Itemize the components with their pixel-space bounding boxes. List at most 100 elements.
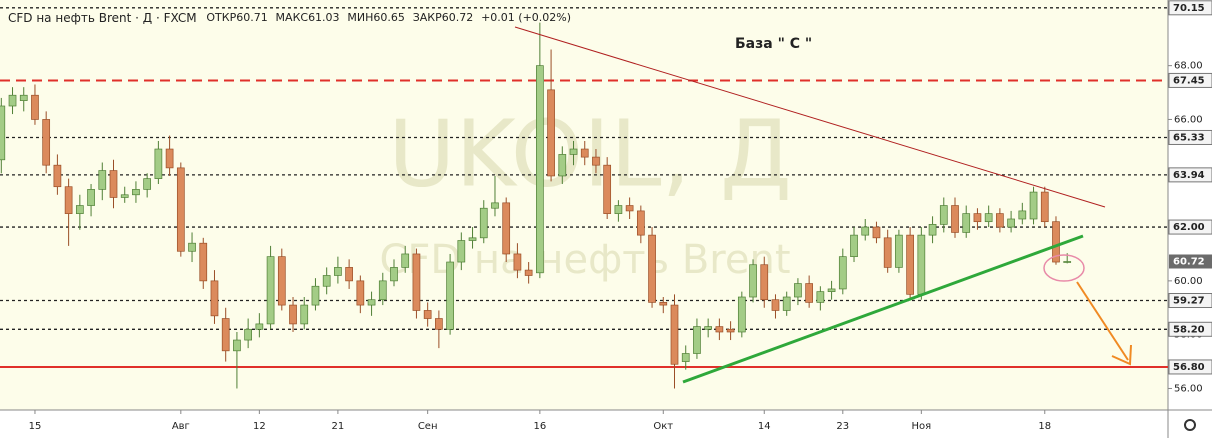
candle-body [917, 234, 926, 295]
candle-body [1052, 221, 1060, 263]
low-value: 60.65 [373, 11, 405, 24]
candle-body [973, 213, 982, 223]
candle-body [75, 205, 84, 214]
candle-body [378, 280, 387, 301]
candle-body [19, 94, 28, 101]
x-tick-label: 21 [332, 421, 345, 432]
candle-body [558, 154, 567, 177]
candle-body [367, 299, 376, 306]
watermark: UKOIL, Д CFD на нефть Brent [379, 100, 791, 283]
candle-body [31, 94, 39, 120]
highlight-ellipse [1043, 254, 1085, 282]
forecast-arrow [1076, 281, 1129, 361]
x-tick-label: 14 [758, 421, 771, 432]
candle-body [614, 205, 623, 214]
candle-body [850, 234, 858, 258]
forecast-arrowhead [1111, 344, 1132, 366]
candle-body [906, 234, 914, 295]
candle-body [468, 237, 477, 241]
x-tick-label: 16 [533, 421, 546, 432]
y-tick-label: 66.00 [1174, 114, 1203, 125]
level-label: 58.20 [1173, 324, 1205, 335]
candle-body [277, 256, 286, 306]
candle-body [659, 302, 668, 306]
x-tick-label: Авг [172, 421, 190, 432]
candle-body [939, 205, 948, 225]
candle-body [244, 328, 252, 341]
plot-background [0, 0, 1168, 410]
x-tick-label: 15 [29, 421, 42, 432]
candle-body [737, 296, 746, 333]
candle-body [592, 156, 600, 166]
candle-body [861, 226, 870, 236]
change: +0.01 (+0.02%) [481, 11, 571, 24]
candle-body [199, 242, 208, 282]
candle-body [502, 202, 511, 255]
candle-body [580, 148, 589, 158]
candle-body [266, 256, 275, 325]
candle-body [435, 318, 443, 330]
candle-body [603, 164, 612, 214]
candle-body [872, 226, 881, 239]
resistance-trendline [514, 26, 1106, 208]
y-tick-label: 56.00 [1174, 383, 1203, 394]
y-tick-label: 60.00 [1174, 276, 1203, 287]
candle-body [670, 304, 679, 365]
candle-body [827, 288, 836, 292]
chart-header: CFD на нефть Brent · Д · FXCM ОТКР60.71 … [8, 11, 571, 25]
level-label-box [1168, 167, 1212, 183]
low-label: МИН [347, 11, 373, 24]
candle-body [42, 119, 51, 166]
candle-body [143, 178, 152, 190]
candle-body [996, 213, 1004, 228]
watermark-name: CFD на нефть Brent [379, 237, 790, 283]
level-label: 70.15 [1173, 3, 1205, 14]
level-label-box [1168, 0, 1212, 16]
candle-body [524, 269, 533, 276]
close-value: 60.72 [442, 11, 474, 24]
x-tick-label: 12 [253, 421, 266, 432]
candle-body [962, 213, 971, 233]
candle-body [648, 234, 656, 303]
candles [0, 22, 1072, 389]
candle-body [311, 285, 320, 306]
candle-body [109, 170, 118, 198]
level-label-box [1168, 72, 1212, 88]
candle-body [255, 323, 264, 330]
candle-body [64, 186, 73, 214]
candle-body [210, 280, 219, 317]
candle-body [334, 267, 342, 276]
candle-body [547, 89, 555, 177]
level-label: 62.00 [1173, 222, 1205, 233]
candle-body [479, 207, 488, 239]
candle-body [412, 253, 421, 311]
watermark-symbol: UKOIL, Д [388, 100, 792, 207]
candle-body [704, 326, 713, 330]
settings-icon[interactable] [1184, 419, 1196, 431]
candle-body [87, 189, 95, 206]
levels [0, 7, 1168, 368]
candle-body [98, 170, 107, 190]
candle-body [356, 280, 365, 306]
candle-body [782, 296, 791, 311]
candle-body [1040, 191, 1049, 223]
candle-body [390, 267, 398, 282]
candle-body [928, 224, 937, 236]
candle-body [816, 291, 825, 303]
candle-body [794, 283, 802, 298]
close-label: ЗАКР [413, 11, 442, 24]
candle-body [322, 275, 331, 287]
open-label: ОТКР [206, 11, 236, 24]
candle-body [8, 94, 17, 107]
candle-body [883, 237, 892, 268]
settings-gear[interactable] [1184, 419, 1196, 431]
candle-body [984, 213, 993, 223]
candle-body [513, 253, 522, 271]
candle-body [1029, 191, 1038, 220]
level-label-box [1168, 219, 1212, 235]
level-label-box [1168, 321, 1212, 337]
support-trendline [682, 234, 1084, 384]
x-tick-label: 18 [1038, 421, 1051, 432]
